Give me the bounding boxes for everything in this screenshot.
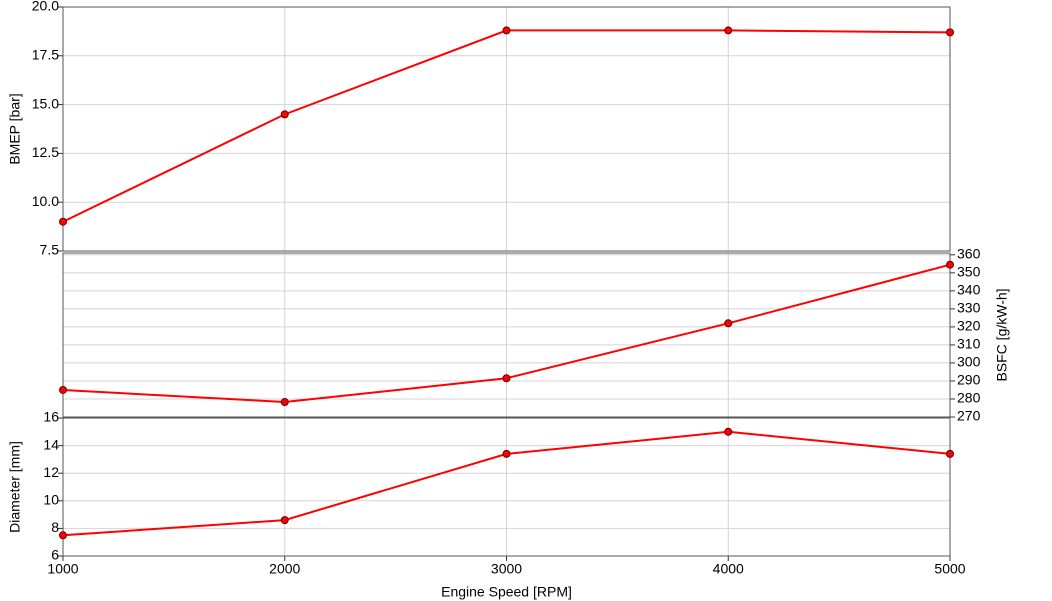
y-tick-label: 14 — [43, 436, 59, 452]
y-tick-label: 12.5 — [32, 144, 59, 160]
data-point — [59, 531, 67, 540]
y-tick-label: 15.0 — [32, 95, 59, 111]
y-tick-label: 350 — [957, 264, 981, 280]
y-tick-label: 290 — [957, 372, 981, 388]
y-tick-label: 16 — [43, 409, 59, 425]
y-tick-label: 330 — [957, 300, 981, 316]
y-axis-label: BSFC [g/kW-h] — [994, 288, 1010, 381]
y-tick-label: 7.5 — [40, 242, 60, 258]
data-point — [502, 26, 511, 35]
data-point — [724, 319, 733, 328]
y-tick-label: 360 — [957, 246, 981, 262]
y-tick-label: 300 — [957, 354, 981, 370]
y-tick-label: 8 — [51, 519, 59, 535]
y-tick-label: 12 — [43, 464, 59, 480]
y-tick-label: 20.0 — [32, 0, 59, 14]
x-tick-label: 1000 — [47, 561, 78, 577]
y-tick-label: 10.0 — [32, 193, 59, 209]
x-tick-label: 3000 — [491, 561, 522, 577]
data-point — [724, 26, 733, 35]
data-point — [59, 217, 67, 226]
data-point — [280, 516, 289, 525]
x-tick-label: 4000 — [713, 561, 744, 577]
y-tick-label: 340 — [957, 282, 981, 298]
plot-frame — [62, 252, 951, 418]
y-tick-label: 310 — [957, 336, 981, 352]
y-axis-label: Diameter [mm] — [7, 441, 23, 533]
data-point — [59, 385, 67, 394]
plot-frame — [62, 417, 951, 557]
y-tick-label: 280 — [957, 390, 981, 406]
plot-frame — [62, 6, 951, 252]
y-tick-label: 6 — [51, 547, 59, 563]
data-point — [502, 374, 511, 383]
y-axis-label: BMEP [bar] — [7, 93, 23, 164]
data-point — [946, 28, 954, 37]
y-tick-label: 270 — [957, 408, 981, 424]
data-point — [946, 449, 954, 458]
x-tick-label: 2000 — [269, 561, 300, 577]
x-axis-label: Engine Speed [RPM] — [441, 584, 572, 600]
data-point — [280, 110, 289, 119]
x-tick-label: 5000 — [934, 561, 965, 577]
data-point — [946, 260, 954, 269]
y-tick-label: 10 — [43, 492, 59, 508]
y-tick-label: 17.5 — [32, 47, 59, 63]
data-point — [280, 398, 289, 407]
data-point — [502, 449, 511, 458]
y-tick-label: 320 — [957, 318, 981, 334]
data-point — [724, 427, 733, 436]
